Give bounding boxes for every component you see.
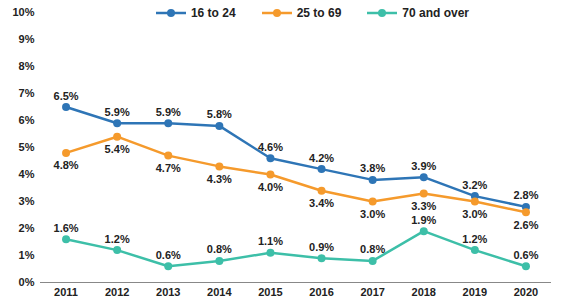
svg-text:2.8%: 2.8% bbox=[513, 189, 538, 201]
html-text:25 to 69: 25 to 69 bbox=[296, 6, 342, 20]
svg-text:0.6%: 0.6% bbox=[513, 249, 538, 261]
svg-text:3.9%: 3.9% bbox=[411, 160, 436, 172]
svg-text:2013: 2013 bbox=[156, 286, 180, 298]
svg-text:2011: 2011 bbox=[54, 286, 78, 298]
svg-text:2014: 2014 bbox=[207, 286, 232, 298]
svg-text:3.2%: 3.2% bbox=[462, 179, 487, 191]
svg-text:1.1%: 1.1% bbox=[258, 235, 283, 247]
svg-text:5.4%: 5.4% bbox=[105, 143, 130, 155]
svg-text:0.9%: 0.9% bbox=[309, 241, 334, 253]
svg-text:0.8%: 0.8% bbox=[360, 243, 385, 255]
svg-text:8%: 8% bbox=[19, 60, 35, 72]
svg-text:5%: 5% bbox=[19, 141, 35, 153]
svg-text:1.2%: 1.2% bbox=[105, 233, 130, 245]
svg-text:5.8%: 5.8% bbox=[207, 108, 232, 120]
svg-text:1.6%: 1.6% bbox=[54, 222, 79, 234]
svg-text:2020: 2020 bbox=[514, 286, 538, 298]
svg-text:5.9%: 5.9% bbox=[105, 106, 130, 118]
html-text:70 and over: 70 and over bbox=[402, 6, 469, 20]
svg-text:4.6%: 4.6% bbox=[258, 141, 283, 153]
svg-text:2018: 2018 bbox=[412, 286, 436, 298]
svg-text:2016: 2016 bbox=[309, 286, 333, 298]
svg-text:1.9%: 1.9% bbox=[411, 214, 436, 226]
svg-text:3.0%: 3.0% bbox=[462, 208, 487, 220]
svg-text:4.8%: 4.8% bbox=[54, 159, 79, 171]
svg-text:3.0%: 3.0% bbox=[360, 208, 385, 220]
svg-text:0%: 0% bbox=[19, 276, 35, 288]
svg-text:3.8%: 3.8% bbox=[360, 162, 385, 174]
svg-text:2.6%: 2.6% bbox=[513, 219, 538, 231]
svg-text:4.3%: 4.3% bbox=[207, 173, 232, 185]
svg-text:10%: 10% bbox=[12, 6, 34, 18]
svg-text:3.4%: 3.4% bbox=[309, 197, 334, 209]
svg-text:2019: 2019 bbox=[463, 286, 487, 298]
svg-text:1.2%: 1.2% bbox=[462, 233, 487, 245]
svg-text:2012: 2012 bbox=[105, 286, 129, 298]
svg-text:3%: 3% bbox=[19, 195, 35, 207]
svg-text:0.8%: 0.8% bbox=[207, 243, 232, 255]
svg-text:9%: 9% bbox=[19, 33, 35, 45]
svg-text:4.7%: 4.7% bbox=[156, 162, 181, 174]
svg-text:5.9%: 5.9% bbox=[156, 106, 181, 118]
svg-text:2015: 2015 bbox=[258, 286, 282, 298]
svg-text:6%: 6% bbox=[19, 114, 35, 126]
html-text:16 to 24: 16 to 24 bbox=[190, 6, 236, 20]
svg-text:6.5%: 6.5% bbox=[54, 90, 79, 102]
svg-text:4%: 4% bbox=[19, 168, 35, 180]
svg-text:4.2%: 4.2% bbox=[309, 152, 334, 164]
svg-text:2017: 2017 bbox=[360, 286, 384, 298]
svg-text:3.3%: 3.3% bbox=[411, 200, 436, 212]
svg-text:0.6%: 0.6% bbox=[156, 249, 181, 261]
svg-text:7%: 7% bbox=[19, 87, 35, 99]
svg-text:4.0%: 4.0% bbox=[258, 181, 283, 193]
svg-text:1%: 1% bbox=[19, 249, 35, 261]
svg-text:2%: 2% bbox=[19, 222, 35, 234]
